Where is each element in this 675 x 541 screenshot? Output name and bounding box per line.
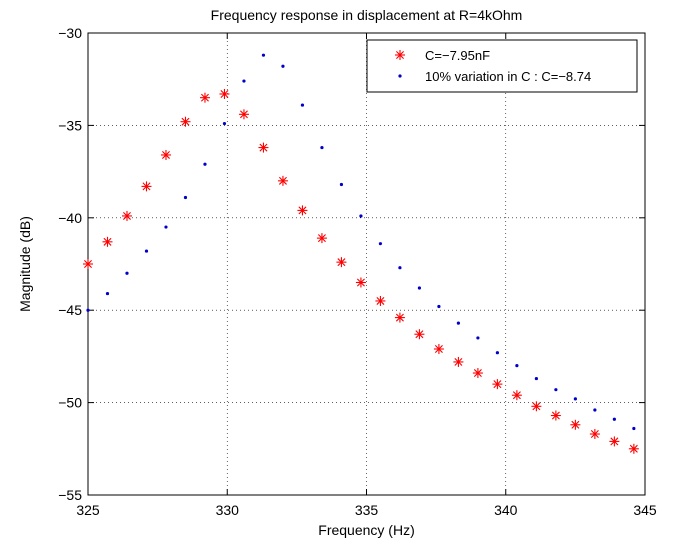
data-point [238,109,249,120]
x-tick-label: 340 [494,502,518,518]
y-axis-label: Magnitude (dB) [17,216,33,312]
x-tick-label: 335 [355,502,379,518]
data-point [359,214,363,218]
legend-asterisk-marker [395,50,405,60]
data-point [160,149,171,160]
x-tick-label: 325 [76,502,100,518]
data-point [570,419,581,430]
data-point [394,312,405,323]
legend-dot-marker [398,74,402,78]
data-point [437,304,441,309]
data-point [277,175,288,186]
data-point [203,162,207,166]
data-point [336,257,347,268]
data-point [515,364,519,368]
series-layer [83,53,639,454]
data-point [164,225,168,229]
data-point [609,436,620,447]
series-2 [86,53,636,431]
data-point [105,291,110,296]
data-point [180,116,191,127]
data-point [573,397,577,401]
y-tick-label: −35 [58,117,82,133]
chart-title: Frequency response in displacement at R=… [211,7,523,23]
legend-box [366,39,638,93]
data-point [102,236,113,247]
data-point [222,121,227,126]
data-point [199,92,210,103]
y-tick-label: −30 [58,25,82,41]
data-point [534,376,538,381]
data-point [453,356,464,367]
grid-layer [88,33,645,495]
data-point [398,266,402,270]
data-point [628,443,639,454]
data-point [183,195,188,200]
data-point [339,182,344,187]
legend-label-series-1: C=−7.95nF [425,48,490,63]
data-point [593,408,597,412]
data-point [219,88,230,99]
data-point [316,233,327,244]
data-point [531,401,542,412]
y-tick-label: −55 [58,487,82,503]
x-tick-label: 330 [216,502,240,518]
data-point [83,259,93,269]
data-point [378,242,383,246]
x-axis-label: Frequency (Hz) [318,522,414,538]
data-point [456,321,461,325]
data-point [492,379,503,390]
y-tick-label: −40 [58,210,82,226]
data-point [281,64,285,68]
data-point [320,145,324,150]
data-point [141,181,152,192]
legend-label-series-2: 10% variation in C : C=−8.74 [425,69,591,84]
data-point [417,286,422,290]
series-1 [83,88,639,454]
data-point [300,103,305,107]
data-point [261,53,266,57]
data-point [125,271,129,275]
data-point [144,249,149,253]
y-tick-label: −45 [58,302,82,318]
data-point [355,277,366,288]
legend-marker-series-2 [398,74,402,78]
data-point [554,388,558,392]
y-tick-label: −50 [58,395,82,411]
x-tick-label: 345 [633,502,657,518]
legend-marker-series-1 [395,50,405,60]
data-point [86,308,90,312]
data-point [433,344,444,355]
data-point [495,351,499,355]
data-point [242,79,246,83]
data-point [632,426,636,431]
data-point [258,142,269,153]
data-point [297,205,308,216]
data-point [476,336,480,340]
tick-layer: 325 330 335 340 345 −30 −35 −40 −45 −50 −55 [58,25,657,518]
data-point [612,417,616,421]
data-point [121,210,132,221]
data-point [414,329,425,340]
data-point [589,429,600,440]
data-point [472,368,483,379]
data-point [375,295,386,306]
data-point [550,410,561,421]
data-point [511,390,522,401]
legend: C=−7.95nF 10% variation in C : C=−8.74 [366,39,638,93]
